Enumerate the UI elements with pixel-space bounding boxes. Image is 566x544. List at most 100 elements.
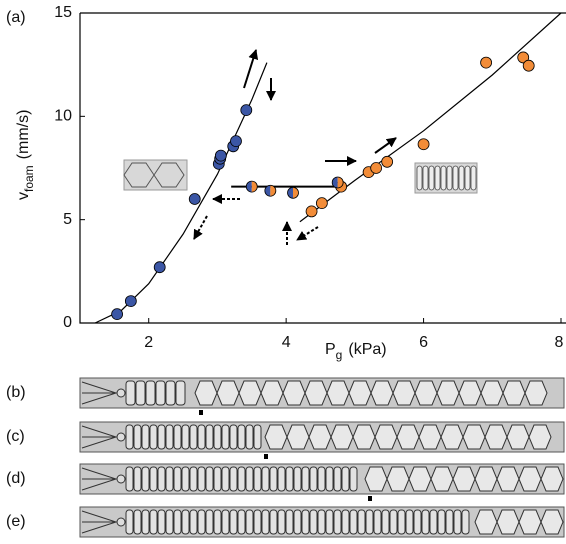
point	[305, 205, 318, 218]
point-half	[287, 187, 294, 199]
point-half	[293, 187, 299, 199]
cell	[213, 424, 222, 450]
point-half	[337, 176, 344, 188]
cell	[304, 380, 328, 406]
cell	[348, 380, 372, 406]
nozzle	[81, 467, 118, 491]
point-outline	[245, 180, 258, 193]
inset-cell	[422, 165, 429, 191]
point	[417, 138, 430, 151]
cell	[133, 424, 142, 450]
cell	[165, 424, 174, 450]
cell	[330, 424, 354, 450]
cell	[437, 509, 446, 535]
cell	[189, 509, 198, 535]
inset-cell	[434, 165, 441, 191]
cell	[238, 380, 262, 406]
cell	[381, 509, 390, 535]
inset-images	[123, 159, 478, 194]
y-tick-label: 15	[54, 4, 72, 21]
cell	[157, 466, 166, 492]
cell	[221, 509, 230, 535]
y-tick-label: 10	[54, 108, 72, 125]
cell	[373, 509, 382, 535]
cell	[213, 466, 222, 492]
cell	[173, 509, 182, 535]
cell	[286, 424, 310, 450]
inset-cell	[416, 165, 423, 191]
cell	[317, 466, 326, 492]
nozzle-bubble	[116, 474, 126, 484]
cell	[349, 509, 358, 535]
cell	[462, 424, 486, 450]
cell	[365, 509, 374, 535]
panel-label: (d)	[6, 470, 26, 487]
cell	[458, 380, 482, 406]
cell	[221, 466, 230, 492]
point-half	[264, 185, 271, 197]
inset-cell	[428, 165, 435, 191]
cell	[396, 424, 420, 450]
cell	[341, 466, 350, 492]
cell	[308, 424, 332, 450]
x-axis-label-part: (kPa)	[348, 341, 386, 358]
cell	[277, 466, 286, 492]
cell	[261, 466, 270, 492]
inset-cell	[452, 165, 459, 191]
cell	[496, 509, 520, 535]
cell	[352, 424, 376, 450]
cell	[125, 466, 134, 492]
nozzle-bubble	[116, 517, 126, 527]
cell	[173, 424, 182, 450]
cell	[518, 509, 542, 535]
cell	[157, 509, 166, 535]
cell	[480, 380, 504, 406]
inset-cell	[464, 165, 471, 191]
split-point	[245, 180, 258, 193]
cell	[173, 466, 182, 492]
point	[124, 295, 137, 307]
cell	[461, 509, 470, 535]
cell	[221, 424, 230, 450]
cell	[216, 380, 240, 406]
cell	[269, 466, 278, 492]
point-half	[246, 181, 252, 193]
cell	[141, 466, 150, 492]
panel-label: (b)	[6, 384, 26, 401]
cell	[374, 424, 398, 450]
x-tick-label: 4	[282, 334, 291, 351]
cell	[496, 466, 520, 492]
cell	[253, 466, 262, 492]
nozzle	[81, 425, 118, 449]
cell	[149, 424, 158, 450]
cell	[285, 509, 294, 535]
cell	[165, 466, 174, 492]
cell	[317, 509, 326, 535]
cell	[141, 424, 150, 450]
cell	[421, 509, 430, 535]
point-half	[270, 185, 276, 197]
cell	[245, 466, 254, 492]
cell	[293, 509, 302, 535]
y-axis-label: vfoam (mm/s)	[15, 110, 36, 200]
position-marker	[199, 410, 203, 415]
cell	[141, 509, 150, 535]
cell	[386, 466, 410, 492]
cell	[474, 509, 498, 535]
cell	[484, 424, 508, 450]
cell	[309, 509, 318, 535]
cell	[197, 509, 206, 535]
cell	[253, 509, 262, 535]
x-tick-label: 8	[555, 334, 564, 351]
cell	[325, 509, 334, 535]
y-tick-label: 0	[63, 314, 72, 331]
cell	[135, 380, 146, 406]
cell	[237, 424, 246, 450]
cell	[229, 466, 238, 492]
cell	[413, 509, 422, 535]
inset-cell	[446, 165, 453, 191]
x-axis-label-part: g	[336, 348, 343, 362]
cell	[155, 380, 166, 406]
cell	[405, 509, 414, 535]
